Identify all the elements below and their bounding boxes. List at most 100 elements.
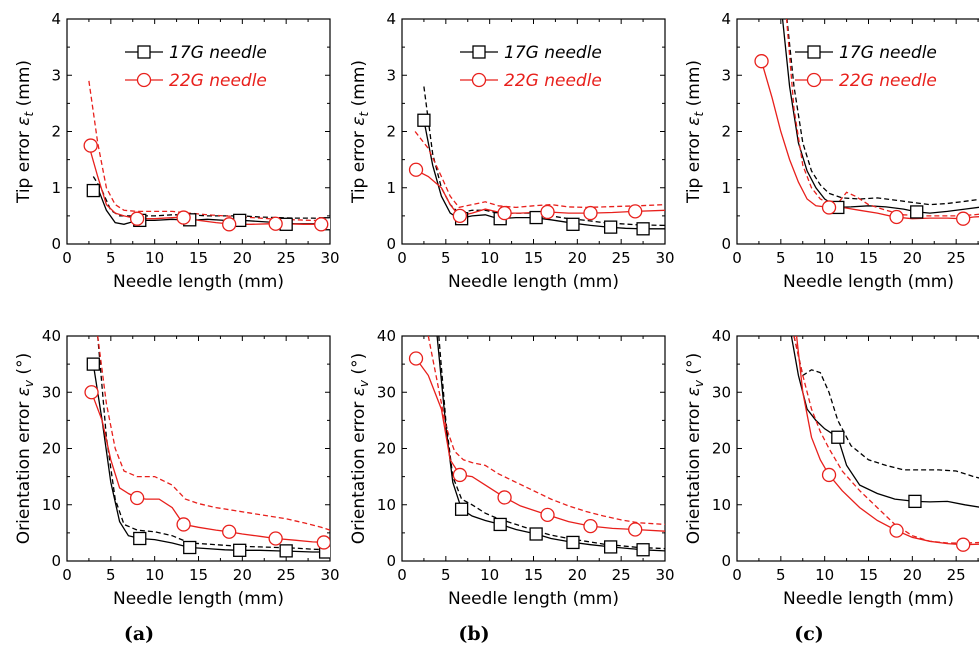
y-axis-title-symbol: ε (684, 116, 704, 125)
data-marker-square (908, 494, 922, 509)
series-line-22g-needle (795, 336, 979, 546)
data-marker-circle (497, 490, 512, 505)
y-axis-title: Tip error εt (mm) (14, 60, 36, 204)
plot-area (408, 336, 665, 557)
x-tick-label: 25 (277, 566, 296, 584)
series-line-17g-dashed (423, 86, 665, 227)
legend-label: 22G needle (504, 71, 602, 91)
x-tick-label: 0 (62, 249, 72, 267)
data-marker-circle (222, 524, 237, 539)
x-tick-label: 25 (612, 566, 631, 584)
chart-a-tip: 0 5 10 15 20 25 30 0 1 2 3 4 Needle length (mm) Tip e… (14, 10, 340, 292)
data-marker-circle (628, 522, 643, 537)
data-marker-square (636, 222, 650, 236)
plot-area (83, 80, 330, 232)
x-tick-label: 30 (320, 249, 339, 267)
x-tick-label: 25 (277, 249, 296, 267)
data-marker-circle (408, 351, 424, 366)
chart-a-orient: 0 5 10 15 20 25 30 0 10 20 30 40 Needle length (mm) O… (14, 327, 340, 609)
data-marker-circle (452, 467, 468, 483)
legend-marker-square (137, 45, 151, 59)
data-marker-square (636, 543, 650, 557)
x-axis-title: Needle length (mm) (448, 589, 619, 609)
y-axis-title-symbol: ε (349, 387, 369, 396)
y-axis-title-main: Tip error (349, 126, 369, 204)
x-tick-label: 30 (655, 249, 674, 267)
x-axis-title: Needle length (mm) (783, 589, 954, 609)
data-marker-circle (176, 210, 191, 225)
data-marker-square (566, 217, 580, 231)
y-tick-label: 1 (721, 179, 731, 197)
series-line-22g-dashed (793, 336, 979, 544)
data-marker-square (566, 535, 580, 550)
x-tick-label: 0 (397, 249, 407, 267)
x-tick-label: 5 (106, 566, 116, 584)
data-marker-square (233, 543, 247, 557)
x-tick-label: 5 (776, 566, 786, 584)
y-tick-label: 10 (712, 496, 731, 514)
y-tick-label: 20 (712, 440, 731, 458)
y-axis-title-symbol: ε (349, 116, 369, 125)
data-marker-square (86, 183, 100, 198)
data-marker-circle (889, 523, 904, 538)
plot-area (84, 336, 330, 559)
data-marker-circle (84, 385, 99, 400)
y-tick-label: 30 (42, 383, 61, 401)
y-tick-label: 20 (377, 440, 396, 458)
data-marker-square (493, 517, 507, 532)
x-axis-title: Needle length (mm) (783, 272, 954, 292)
y-axis-title-symbol: ε (14, 116, 34, 125)
x-tick-label: 20 (903, 566, 922, 584)
x-tick-label: 15 (189, 249, 208, 267)
legend-label: 17G needle (169, 43, 267, 63)
legend-marker-square (807, 45, 821, 59)
x-tick-label: 0 (732, 566, 742, 584)
y-tick-label: 30 (712, 383, 731, 401)
series-line-17g-dashed (97, 336, 330, 551)
y-tick-label: 0 (721, 235, 731, 253)
y-tick-label: 4 (51, 10, 61, 28)
data-marker-circle (129, 211, 145, 226)
y-tick-label: 1 (386, 179, 396, 197)
x-tick-label: 30 (320, 566, 339, 584)
data-marker-square (183, 540, 197, 555)
y-axis-title-symbol: ε (14, 387, 34, 396)
y-tick-label: 1 (51, 179, 61, 197)
data-marker-circle (268, 216, 283, 231)
x-tick-label: 5 (441, 566, 451, 584)
y-axis-title-subscript: t (357, 110, 371, 116)
y-tick-label: 20 (42, 440, 61, 458)
data-marker-square (86, 357, 100, 371)
data-marker-square (529, 210, 543, 225)
legend-marker-circle (136, 72, 152, 88)
series-line-22g-dashed (414, 131, 665, 209)
data-marker-square (279, 544, 293, 558)
y-tick-label: 2 (51, 123, 61, 141)
y-axis-title: Orientation error εv (°) (14, 353, 36, 544)
y-tick-label: 40 (377, 327, 396, 345)
x-tick-label: 0 (62, 566, 72, 584)
x-tick-label: 20 (233, 249, 252, 267)
data-marker-square (454, 502, 469, 516)
x-tick-label: 0 (397, 566, 407, 584)
y-axis-title-main: Orientation error (14, 396, 34, 544)
data-marker-square (529, 527, 543, 541)
data-marker-square (831, 430, 845, 444)
x-tick-label: 15 (524, 566, 543, 584)
x-tick-label: 30 (655, 566, 674, 584)
series-line-22g-needle (415, 358, 665, 532)
y-axis-title: Tip error εt (mm) (349, 60, 371, 204)
y-axis-title-unit: (°) (349, 353, 369, 380)
x-tick-label: 10 (815, 249, 834, 267)
x-axis-title: Needle length (mm) (448, 272, 619, 292)
y-axis-title-unit: (mm) (349, 60, 369, 112)
y-tick-label: 0 (386, 552, 396, 570)
x-tick-label: 20 (233, 566, 252, 584)
data-marker-circle (540, 204, 555, 220)
y-tick-label: 2 (721, 123, 731, 141)
y-tick-label: 0 (721, 552, 731, 570)
plot-area (754, 19, 979, 226)
data-marker-square (133, 531, 147, 546)
series-line-17g-dashed (786, 19, 979, 206)
data-marker-square (603, 220, 618, 234)
